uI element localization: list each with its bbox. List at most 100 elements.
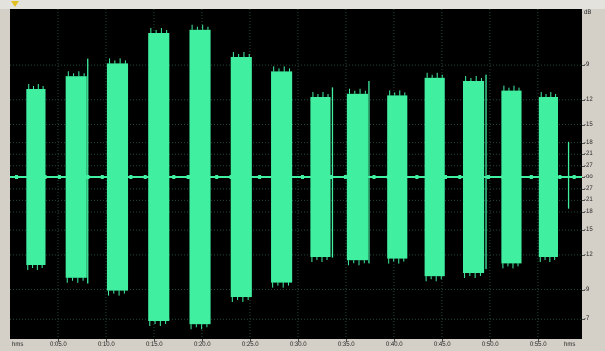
db-tick-label: -27 [584, 162, 593, 169]
time-tick [345, 339, 347, 342]
audio-burst-8 [310, 92, 331, 262]
selection-strip[interactable] [0, 0, 605, 9]
noise-blip [372, 175, 376, 179]
time-tick [201, 339, 203, 342]
noise-blip [272, 175, 276, 179]
audio-burst-9 [346, 88, 368, 266]
audio-burst-11 [424, 72, 445, 282]
noise-blip [43, 175, 47, 179]
play-cursor-marker-icon[interactable] [11, 1, 19, 7]
db-tick-label: -18 [584, 139, 593, 146]
audio-burst-6 [230, 52, 252, 302]
time-tick [153, 339, 155, 342]
noise-blip [186, 175, 190, 179]
db-tick-label: -9 [584, 62, 590, 69]
audio-burst-2 [65, 71, 87, 283]
noise-blip [486, 175, 490, 179]
audio-burst-10 [387, 90, 408, 264]
db-tick [582, 230, 585, 232]
noise-blip [558, 175, 562, 179]
noise-blip [215, 175, 219, 179]
noise-blip [29, 175, 33, 179]
db-tick-label: -oo [584, 174, 593, 181]
noise-blip [444, 175, 447, 179]
noise-blip [229, 175, 233, 179]
time-tick-label: 0:35.0 [337, 342, 355, 348]
noise-blip [15, 175, 18, 179]
db-tick-label: -15 [584, 121, 593, 128]
waveform-baseline [10, 176, 582, 178]
noise-blip [172, 175, 176, 179]
time-tick-label: 0:20.0 [193, 342, 211, 348]
noise-blip [544, 175, 548, 179]
noise-blip [115, 175, 119, 179]
noise-blip [343, 175, 347, 179]
db-tick [582, 177, 585, 179]
time-tick [441, 339, 443, 342]
noise-blip [72, 175, 76, 179]
noise-blip [458, 175, 462, 179]
noise-blip [243, 175, 247, 179]
noise-blip [315, 175, 319, 179]
noise-blip [258, 175, 262, 179]
audio-burst-5 [189, 24, 211, 330]
db-tick-label: -9 [584, 286, 590, 293]
audio-burst-14 [538, 92, 559, 262]
noise-blip [143, 175, 147, 179]
noise-blip [57, 175, 61, 179]
time-ruler-end-unit: hms [564, 342, 576, 348]
db-unit-label: dB [584, 10, 592, 16]
time-tick-label: 0:10.0 [97, 342, 115, 348]
noise-blip [86, 175, 90, 179]
db-tick [582, 65, 585, 67]
db-tick-label: -12 [584, 251, 593, 258]
noise-blip [515, 175, 519, 179]
noise-blip [415, 175, 419, 179]
db-tick [582, 289, 585, 291]
db-tick-label: -15 [584, 227, 593, 234]
time-tick [249, 339, 251, 342]
db-tick [582, 200, 585, 202]
time-ruler: hms hms 0:05.0 0:10.0 0:15.0 0:20.0 0:25.0 0:… [0, 339, 605, 351]
time-tick-label: 0:05.0 [49, 342, 67, 348]
time-tick-label: 0:40.0 [385, 342, 403, 348]
time-ruler-start-unit: hms [12, 342, 24, 348]
noise-blip [472, 175, 476, 179]
db-tick [582, 254, 585, 256]
audio-burst-7 [271, 66, 293, 288]
time-tick [105, 339, 107, 342]
db-ruler: dB -9 -12 -15 -18 -21 -27 -oo -27 -21 -18 -15 -12 -9 -… [582, 9, 605, 339]
waveform-display[interactable] [10, 9, 582, 339]
db-tick [582, 319, 585, 321]
noise-blip [358, 175, 362, 179]
db-tick [582, 142, 585, 144]
time-tick [297, 339, 299, 342]
db-tick-label: -21 [584, 197, 593, 204]
time-tick [489, 339, 491, 342]
db-tick [582, 211, 585, 213]
noise-blip [329, 175, 333, 179]
noise-blip [158, 175, 161, 179]
time-tick [393, 339, 395, 342]
db-tick [582, 188, 585, 190]
time-tick-label: 0:50.0 [481, 342, 499, 348]
noise-blip [529, 175, 533, 179]
db-tick-label: -27 [584, 185, 593, 192]
noise-blip [401, 175, 405, 179]
db-tick-label: -7 [584, 316, 590, 323]
audio-burst-13 [501, 85, 522, 269]
time-tick [537, 339, 539, 342]
time-tick-label: 0:55.0 [529, 342, 547, 348]
noise-blip [386, 175, 390, 179]
noise-blip [301, 175, 304, 179]
db-tick [582, 165, 585, 167]
db-tick [582, 124, 585, 126]
time-tick-label: 0:25.0 [241, 342, 259, 348]
time-tick-label: 0:30.0 [289, 342, 307, 348]
db-tick [582, 154, 585, 156]
db-tick-label: -21 [584, 151, 593, 158]
waveform-canvas[interactable] [10, 9, 582, 339]
time-tick-label: 0:15.0 [145, 342, 163, 348]
noise-blip [501, 175, 505, 179]
